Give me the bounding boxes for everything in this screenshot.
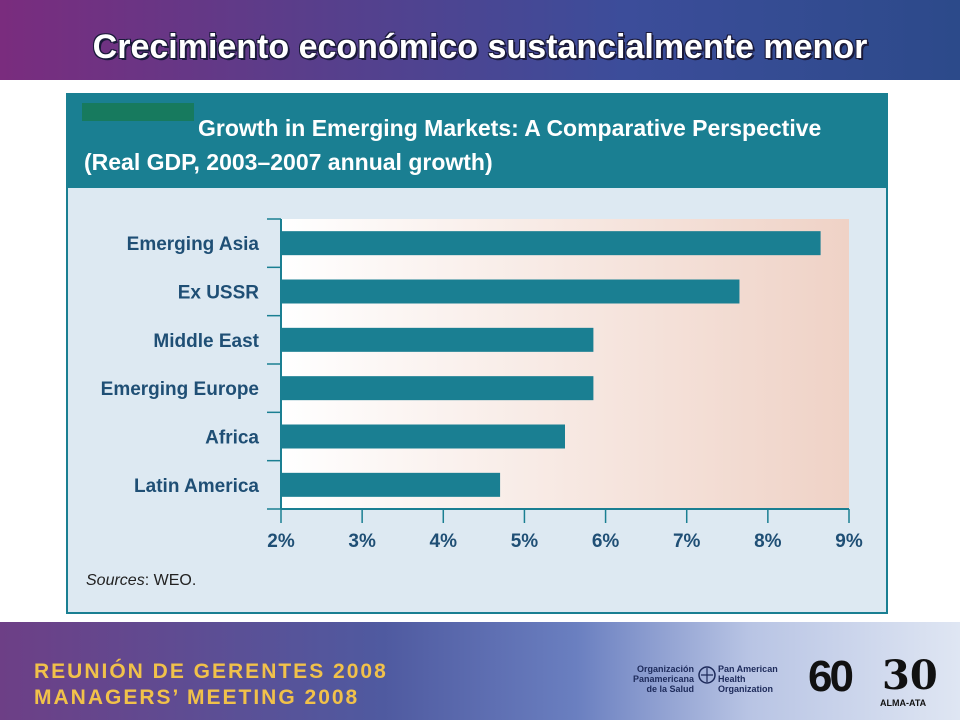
x-tick-label: 4% [430, 531, 458, 552]
paho-name-es: Organización Panamericana de la Salud [632, 664, 694, 694]
x-tick-label: 9% [835, 531, 863, 552]
category-label: Africa [205, 428, 259, 449]
x-tick-label: 6% [592, 531, 620, 552]
chart-header: Growth in Emerging Markets: A Comparativ… [68, 95, 886, 188]
sources-value: : WEO. [144, 572, 197, 589]
logo-60-icon: 60 [808, 652, 854, 701]
plot-area [281, 219, 849, 509]
x-tick-label: 2% [267, 531, 295, 552]
chart-title: Growth in Emerging Markets: A Comparativ… [198, 115, 822, 141]
bar [281, 327, 594, 352]
bar [281, 231, 821, 256]
bar [281, 279, 740, 304]
category-label: Emerging Asia [127, 234, 260, 255]
x-tick-label: 5% [511, 531, 539, 552]
bar-chart: Emerging Asia Ex USSR Middle East Emerging … [101, 218, 863, 552]
logo-alma-ata-caption: ALMA-ATA [880, 698, 927, 708]
bar [281, 472, 501, 497]
bar [281, 376, 594, 401]
slide-header: Crecimiento económico sustancialmente me… [0, 0, 960, 80]
chart-subtitle: (Real GDP, 2003–2007 annual growth) [84, 149, 493, 175]
category-label: Emerging Europe [101, 379, 259, 400]
slide-footer: REUNIÓN DE GERENTES 2008 MANAGERS’ MEETI… [0, 622, 960, 720]
category-label: Latin America [134, 476, 259, 497]
footer-event-en: MANAGERS’ MEETING 2008 [34, 686, 360, 709]
category-label: Ex USSR [178, 283, 260, 304]
x-tick-label: 3% [348, 531, 376, 552]
x-tick-label: 7% [673, 531, 701, 552]
logo-30-icon: 30 [882, 652, 938, 699]
chart-panel: Growth in Emerging Markets: A Comparativ… [66, 93, 888, 614]
footer-event-es: REUNIÓN DE GERENTES 2008 [34, 660, 388, 683]
chart-header-accent [82, 103, 194, 121]
slide-title: Crecimiento económico sustancialmente me… [92, 28, 868, 66]
sources-label: Sources [86, 572, 145, 589]
category-label: Middle East [153, 331, 259, 352]
paho-emblem-icon [698, 666, 716, 684]
bar [281, 424, 565, 449]
paho-name-en: Pan American Health Organization [718, 664, 778, 694]
sources-note: Sources: WEO. [86, 572, 196, 590]
x-tick-label: 8% [754, 531, 782, 552]
